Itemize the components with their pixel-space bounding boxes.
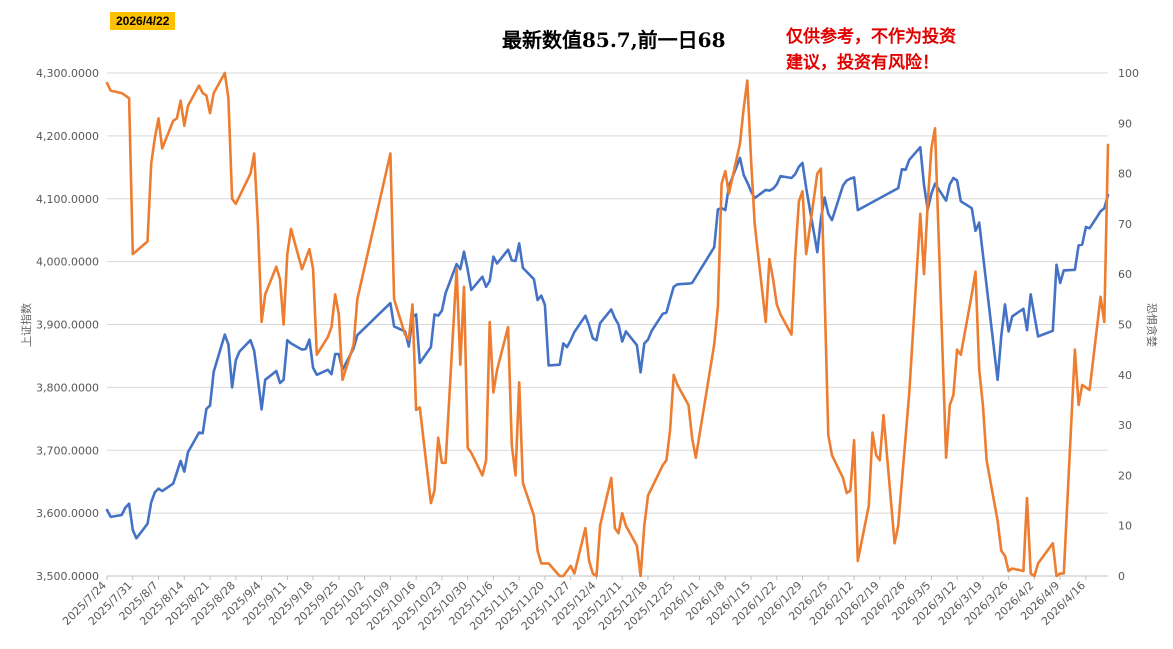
right-tick-label: 30	[1118, 419, 1132, 432]
left-tick-label: 3,700.0000	[36, 444, 99, 457]
left-tick-label: 4,100.0000	[36, 193, 99, 206]
left-axis-ticks: 3,500.0000 3,600.0000 3,700.0000 3,800.0000…	[36, 67, 99, 583]
series-lines	[105, 71, 1110, 578]
fear-greed-series-line	[105, 71, 1110, 578]
index-series-line	[105, 145, 1110, 540]
left-tick-label: 4,300.0000	[36, 67, 99, 80]
right-tick-label: 0	[1118, 570, 1125, 583]
risk-disclaimer: 仅供参考，不作为投资 建议，投资有风险！	[786, 24, 956, 76]
right-tick-label: 40	[1118, 369, 1132, 382]
left-tick-label: 4,200.0000	[36, 130, 99, 143]
x-axis-ticks: 2025/7/242025/7/312025/8/72025/8/142025/…	[60, 576, 1088, 633]
right-tick-label: 90	[1118, 117, 1132, 130]
left-axis-title: 上证指数	[19, 303, 33, 347]
gridlines	[107, 72, 1108, 577]
left-tick-label: 3,500.0000	[36, 570, 99, 583]
right-tick-label: 10	[1118, 520, 1132, 533]
left-tick-label: 4,000.0000	[36, 256, 99, 269]
right-axis-ticks: 0 10 20 30 40 50 60 70 80 90 100	[1118, 67, 1139, 583]
right-tick-label: 20	[1118, 469, 1132, 482]
right-tick-label: 50	[1118, 319, 1132, 332]
left-tick-label: 3,900.0000	[36, 319, 99, 332]
right-tick-label: 100	[1118, 67, 1139, 80]
left-tick-label: 3,600.0000	[36, 507, 99, 520]
latest-value-headline: 最新数值85.7,前一日68	[502, 28, 726, 52]
right-tick-label: 80	[1118, 168, 1132, 181]
right-axis-title: 恐惧贪婪	[1145, 303, 1159, 347]
right-tick-label: 70	[1118, 218, 1132, 231]
date-badge: 2026/4/22	[110, 12, 176, 30]
disclaimer-line-1: 仅供参考，不作为投资	[786, 27, 956, 47]
left-tick-label: 3,800.0000	[36, 381, 99, 394]
right-tick-label: 60	[1118, 268, 1132, 281]
disclaimer-line-2: 建议，投资有风险！	[786, 53, 939, 73]
